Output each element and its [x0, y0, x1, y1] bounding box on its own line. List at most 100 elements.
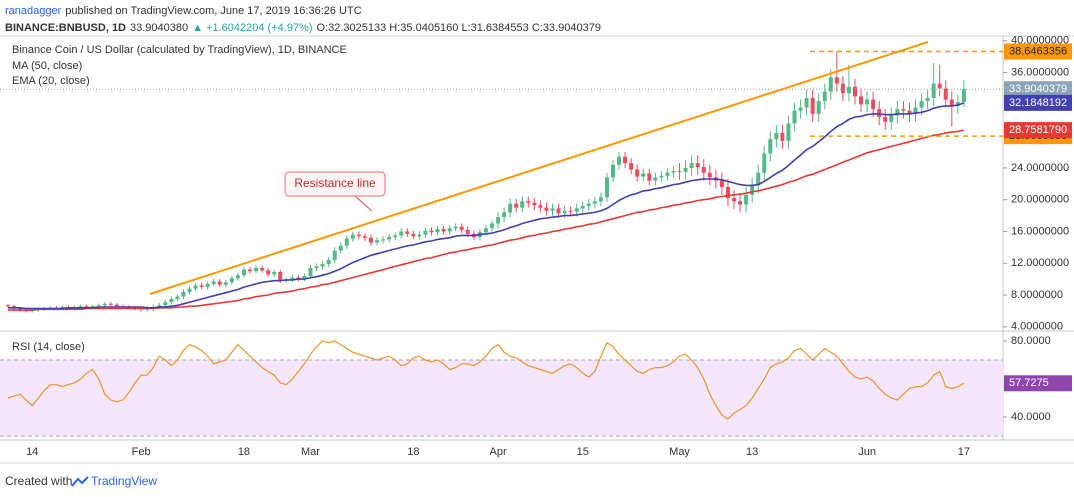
- candle-body: [235, 275, 240, 279]
- candle-body: [248, 269, 252, 272]
- candle-body: [647, 173, 652, 181]
- candle-body: [217, 281, 222, 285]
- chart-title: Binance Coin / US Dollar (calculated by …: [12, 44, 347, 56]
- candle-body: [611, 164, 615, 178]
- candle-body: [114, 304, 119, 307]
- footer-created: Created with: [5, 474, 72, 488]
- candle-body: [774, 132, 779, 140]
- candle-body: [496, 217, 501, 224]
- candle-body: [756, 172, 761, 186]
- candle-body: [804, 97, 809, 108]
- candle-body: [387, 237, 392, 240]
- price-tag-label: 38.6463356: [1009, 45, 1067, 57]
- y-tick-label: 20.0000000: [1011, 194, 1069, 206]
- candle-body: [786, 123, 791, 141]
- y-tick-label: 4.0000000: [1011, 321, 1063, 333]
- x-tick-label: Mar: [301, 446, 320, 458]
- candle-body: [750, 185, 755, 195]
- candle-body: [865, 99, 870, 105]
- legend-ema: EMA (20, close): [12, 75, 90, 87]
- candle-body: [78, 306, 83, 308]
- y-tick-label: 36.0000000: [1011, 66, 1069, 78]
- candle-body: [768, 139, 773, 154]
- candle-body: [828, 77, 833, 92]
- x-tick-label: Apr: [489, 446, 506, 458]
- indicator-line: [8, 102, 965, 310]
- candle-body: [695, 163, 700, 168]
- candle-body: [592, 201, 597, 204]
- candle-body: [435, 229, 440, 233]
- rsi-line: [7, 340, 965, 420]
- candle-body: [895, 109, 900, 116]
- publish-line: ranadagger published on TradingView.com, …: [5, 5, 362, 17]
- candle-body: [635, 169, 640, 177]
- indicator-line: [8, 129, 965, 311]
- candle-body: [919, 101, 924, 108]
- candle-body: [369, 237, 373, 243]
- rsi-band: [0, 359, 1003, 437]
- resistance-line: [149, 41, 929, 295]
- candle-body: [738, 201, 743, 205]
- candle-body: [272, 271, 277, 275]
- candle-body: [96, 305, 101, 307]
- candle-body: [483, 228, 488, 233]
- candle-body: [907, 110, 912, 114]
- price-tag-bg: [1004, 122, 1072, 139]
- candle-body: [490, 223, 494, 229]
- candle-body: [362, 236, 367, 238]
- candle-body: [653, 177, 658, 181]
- candle-body: [229, 278, 234, 283]
- candle-body: [6, 305, 10, 307]
- candle-body: [574, 208, 579, 212]
- candle-body: [580, 206, 585, 209]
- candle-body: [223, 282, 228, 285]
- candle-body: [562, 210, 567, 214]
- candle-body: [834, 77, 839, 84]
- candle-body: [290, 277, 295, 280]
- candle-body: [665, 172, 670, 176]
- candle-body: [853, 86, 857, 97]
- candle-body: [683, 167, 688, 172]
- candle-body: [356, 234, 361, 237]
- candle-body: [538, 205, 543, 208]
- candle-body: [338, 245, 343, 251]
- candle-body: [90, 306, 95, 308]
- ohlc: O:32.3025133 H:35.0405160 L:31.6384553 C…: [317, 22, 601, 34]
- candle-body: [211, 281, 216, 284]
- candle-body: [641, 173, 646, 177]
- price-tag-bg: [1004, 375, 1072, 392]
- candle-body: [901, 109, 906, 111]
- last-price: 33.9040380: [130, 22, 188, 34]
- candle-body: [701, 167, 706, 173]
- candle-body: [780, 132, 785, 141]
- candle-body: [447, 228, 452, 232]
- candle-body: [423, 230, 428, 235]
- candle-body: [429, 230, 434, 233]
- candle-body: [459, 226, 464, 230]
- change: ▲ +1.6042204 (+4.97%): [192, 22, 312, 34]
- candle-body: [175, 296, 180, 300]
- candle-body: [822, 91, 827, 102]
- y-tick-label: 8.0000000: [1011, 289, 1063, 301]
- candle-body: [514, 203, 519, 208]
- candle-body: [719, 180, 724, 187]
- annotation-box: [284, 171, 386, 197]
- y-tick-label: 12.0000000: [1011, 257, 1069, 269]
- candle-body: [846, 86, 851, 94]
- candle-body: [840, 83, 845, 94]
- candle-body: [102, 303, 107, 306]
- candle-body: [762, 153, 767, 173]
- candle-body: [393, 235, 398, 238]
- candle-body: [913, 107, 918, 114]
- candle-body: [659, 175, 664, 178]
- candle-body: [520, 201, 525, 208]
- candle-body: [411, 233, 416, 237]
- candle-body: [84, 306, 89, 308]
- price-tag-label: 57.7275: [1009, 377, 1049, 389]
- candle-body: [332, 250, 337, 261]
- candle-body: [792, 110, 797, 124]
- candle-body: [629, 163, 634, 170]
- candle-body: [205, 283, 210, 288]
- candle-body: [320, 264, 325, 267]
- candle-body: [381, 239, 386, 241]
